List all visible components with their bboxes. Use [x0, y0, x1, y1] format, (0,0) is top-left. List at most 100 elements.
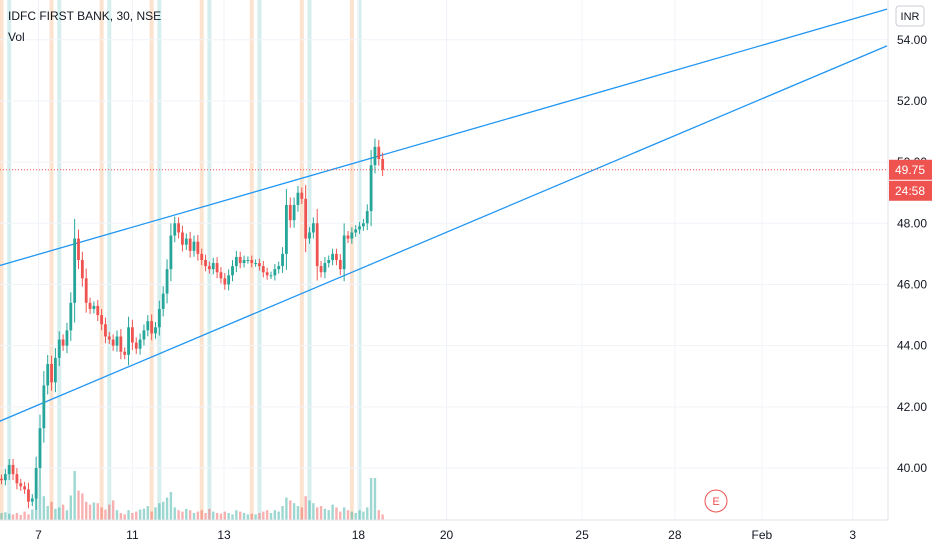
volume-bar — [289, 500, 292, 520]
earnings-marker[interactable]: E — [704, 489, 728, 513]
volume-bar — [100, 507, 103, 520]
candle — [173, 216, 177, 243]
candle — [331, 248, 334, 266]
volume-bar — [142, 508, 146, 520]
y-tick-label: 42.00 — [897, 400, 927, 414]
session-stripe — [7, 0, 12, 520]
volume-bar — [185, 508, 188, 520]
volume-bar — [138, 509, 142, 520]
candle — [373, 138, 377, 174]
volume-bar — [292, 503, 296, 520]
candle — [369, 150, 373, 227]
y-tick-label: 46.00 — [897, 277, 927, 291]
session-highlights — [0, 0, 362, 520]
candle — [277, 261, 281, 274]
volume-bar — [296, 506, 300, 520]
volume-bar — [38, 481, 42, 520]
candle — [273, 263, 277, 281]
volume-bar — [250, 513, 253, 520]
x-tick-label: 13 — [217, 528, 231, 542]
candle — [104, 317, 107, 344]
session-stripe — [157, 0, 162, 520]
session-open-stripe — [49, 0, 54, 520]
volume-bar — [81, 493, 84, 520]
candle — [335, 248, 338, 266]
candle — [157, 300, 161, 336]
candle — [181, 225, 184, 252]
candle — [238, 251, 242, 269]
session-open-stripe — [349, 0, 354, 520]
trendline-lower[interactable] — [0, 45, 888, 422]
volume-bar — [242, 513, 246, 520]
volume-bar — [96, 503, 99, 520]
session-stripe — [57, 0, 62, 520]
candle — [208, 261, 211, 274]
candle — [258, 258, 261, 271]
volume-bar — [162, 501, 165, 520]
symbol-title[interactable]: IDFC FIRST BANK, 30, NSE — [8, 9, 161, 23]
candle — [311, 217, 315, 239]
candle — [107, 332, 111, 344]
volume-bar — [262, 511, 265, 520]
volume-bar — [65, 510, 69, 520]
candle — [346, 231, 350, 244]
x-tick-label: 28 — [668, 528, 682, 542]
volume-bar — [327, 510, 330, 520]
candle — [281, 247, 284, 273]
volume-bar — [115, 510, 119, 520]
candle — [138, 333, 142, 355]
candle — [38, 414, 42, 482]
session-open-stripe — [149, 0, 154, 520]
volume-bar — [227, 513, 230, 520]
volume-bar — [200, 510, 203, 520]
candle — [308, 227, 311, 244]
volume-bar — [15, 513, 19, 520]
candle — [204, 254, 207, 272]
candle — [342, 223, 346, 282]
candle — [231, 260, 234, 282]
volume-bar — [169, 492, 173, 520]
candle — [88, 297, 92, 315]
candle — [381, 152, 385, 177]
candle — [73, 218, 77, 323]
x-axis-labels: 7 11 13 18 20 25 28 Feb 3 — [35, 528, 856, 542]
volume-bar — [108, 504, 111, 520]
candle — [242, 255, 246, 268]
y-tick-label: 48.00 — [897, 216, 927, 230]
volume-bar — [31, 509, 34, 520]
bar-countdown-value: 24:58 — [895, 184, 925, 198]
candle — [200, 248, 204, 266]
currency-label: INR — [901, 11, 920, 23]
candle — [96, 299, 100, 322]
volume-bar — [254, 514, 257, 520]
volume-bar — [4, 512, 7, 520]
volume-indicator-label[interactable]: Vol — [8, 30, 25, 44]
volume-bar — [165, 497, 169, 520]
trendline-upper[interactable] — [0, 8, 888, 267]
candle — [350, 227, 354, 244]
candle — [65, 322, 69, 354]
x-tick-label: Feb — [752, 528, 773, 542]
candle — [192, 235, 196, 257]
candle — [127, 316, 130, 366]
candle — [234, 250, 238, 273]
candle — [377, 140, 381, 166]
session-stripe — [107, 0, 112, 520]
x-tick-label: 11 — [126, 528, 139, 542]
volume-bar — [173, 507, 176, 520]
volume-bar — [54, 508, 57, 520]
candle — [285, 189, 288, 270]
candle — [100, 309, 103, 331]
currency-button[interactable]: INR — [895, 5, 925, 27]
candle — [84, 268, 88, 313]
volume-bar — [77, 490, 80, 520]
volume-bar — [8, 513, 11, 520]
candle — [365, 204, 369, 231]
y-tick-label: 44.00 — [897, 339, 927, 353]
candle — [327, 255, 331, 268]
volume-bar — [58, 507, 61, 520]
candle — [261, 260, 265, 278]
volume-bar — [150, 511, 153, 520]
volume-bar — [231, 514, 234, 520]
